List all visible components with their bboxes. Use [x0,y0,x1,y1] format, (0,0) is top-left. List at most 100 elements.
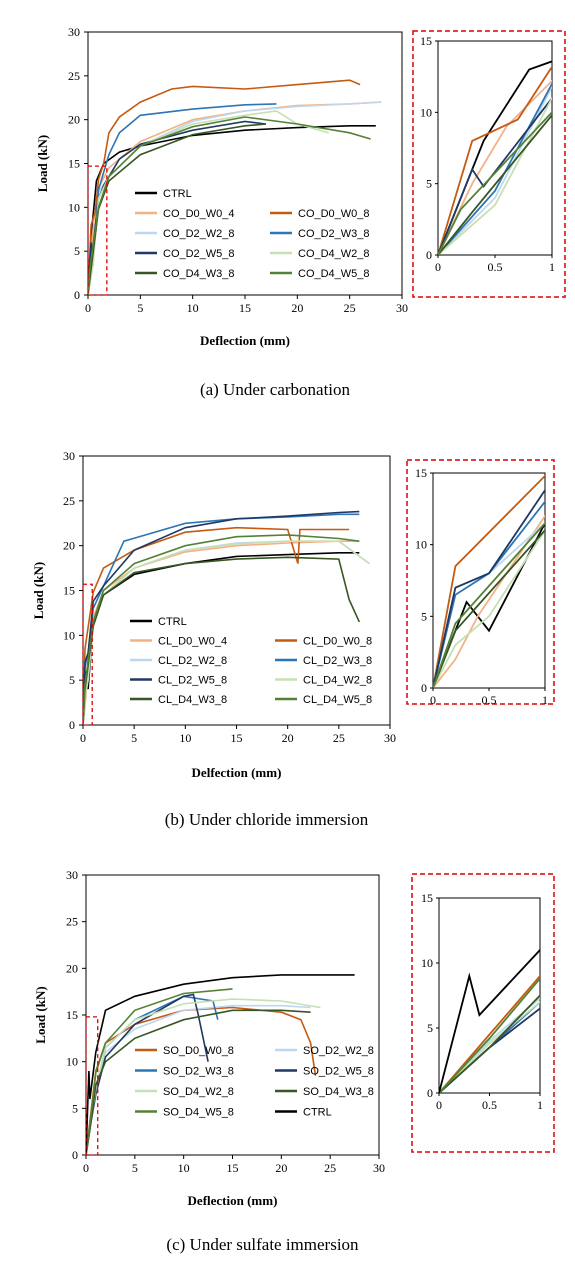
y-tick-label: 0 [74,288,80,302]
panel-caption: (b) Under chloride immersion [165,810,369,829]
series-line-CO_D0_W0_8 [88,79,361,295]
legend-label: SO_D4_W5_8 [163,1107,234,1119]
inset-x-tick-label: 0 [436,1098,442,1112]
inset-y-tick-label: 5 [426,177,432,191]
inset-x-tick-label: 0.5 [488,260,503,274]
inset-series-line-SO_D0_W0_8 [439,975,540,1093]
y-tick-label: 15 [66,1008,78,1022]
inset-series-line-CL_D0_W0_8 [433,474,545,688]
inset-series-line-CL_D4_W3_8 [433,529,545,688]
legend-label: CTRL [303,1107,332,1119]
inset-series-line-CL_D2_W5_8 [433,489,545,688]
x-tick-label: 30 [373,1161,385,1175]
y-tick-label: 10 [63,628,75,642]
zoom-region [87,165,108,296]
inset-series-line-CL_D0_W0_4 [433,515,545,688]
y-axis-label: Load (kN) [31,562,46,619]
legend-label: SO_D4_W2_8 [163,1086,234,1098]
panel-caption: (a) Under carbonation [200,380,351,399]
series-line-SO_D4_W3_8 [86,1009,311,1155]
inset-series-line-CL_D2_W3_8 [433,500,545,688]
inset-series-line-CO_D2_W3_8 [438,82,552,255]
series-line-SO_D4_W5_8 [86,988,233,1155]
inset-series-line-CTRL [433,522,545,688]
x-axis-label: Deflection (mm) [200,333,290,348]
inset-y-tick-label: 0 [426,248,432,262]
y-tick-label: 15 [63,584,75,598]
inset-x-tick-label: 1 [549,260,555,274]
inset-x-tick-label: 0.5 [482,693,497,707]
y-tick-label: 25 [68,69,80,83]
x-tick-label: 15 [239,301,251,315]
y-tick-label: 5 [74,244,80,258]
y-tick-label: 0 [72,1148,78,1162]
inset-series-line-CL_D4_W2_8 [433,529,545,688]
inset-x-tick-label: 0 [435,260,441,274]
y-tick-label: 0 [69,718,75,732]
x-tick-label: 15 [231,731,243,745]
y-tick-label: 5 [69,673,75,687]
inset-border [406,459,555,705]
legend-label: SO_D4_W3_8 [303,1086,374,1098]
series-line-CL_D4_W5_8 [83,534,360,725]
x-tick-label: 5 [137,301,143,315]
legend-label: CO_D4_W2_8 [298,248,370,260]
y-tick-label: 25 [63,494,75,508]
inset-series-line-SO_D2_W2_8 [439,997,540,1093]
inset-y-tick-label: 10 [415,538,427,552]
y-tick-label: 5 [72,1101,78,1115]
x-tick-label: 20 [275,1161,287,1175]
x-tick-label: 15 [227,1161,239,1175]
inset-series-line-CTRL [438,60,552,255]
series-line-CO_D2_W5_8 [88,120,266,295]
inset-series-line-CTRL [439,948,540,1093]
legend-label: CL_D4_W5_8 [303,694,372,706]
legend-label: CTRL [158,616,187,628]
inset-y-tick-label: 5 [427,1021,433,1035]
inset-series-line-SO_D2_W5_8 [439,1007,540,1093]
inset-series-line-CO_D4_W3_8 [438,114,552,255]
x-axis-label: Delfection (mm) [192,765,282,780]
inset-series-line-CO_D0_W0_8 [438,65,552,255]
series-line-CTRL [86,974,355,1155]
y-axis-label: Load (kN) [35,135,50,192]
inset-y-tick-label: 0 [427,1086,433,1100]
y-tick-label: 20 [63,539,75,553]
legend-label: SO_D2_W5_8 [303,1066,374,1078]
inset-series-line-CO_D4_W2_8 [438,97,552,255]
legend-label: CL_D0_W0_8 [303,636,372,648]
y-tick-label: 30 [68,25,80,39]
inset-series-line-CL_D4_W5_8 [433,522,545,688]
legend-label: CO_D4_W3_8 [163,268,235,280]
legend-label: CL_D2_W3_8 [303,655,372,667]
inset-y-tick-label: 15 [420,34,432,48]
inset-y-tick-label: 5 [421,609,427,623]
inset-border [412,30,566,298]
series-line-CL_D2_W5_8 [83,510,360,725]
legend-label: CO_D4_W5_8 [298,268,370,280]
legend-label: CO_D0_W0_8 [298,208,370,220]
x-tick-label: 30 [384,731,396,745]
inset-series-line-SO_D4_W3_8 [439,994,540,1093]
legend-label: SO_D0_W0_8 [163,1045,234,1057]
inset-y-tick-label: 0 [421,681,427,695]
series-line-CL_D4_W2_8 [83,540,370,725]
inset-series-line-CO_D2_W5_8 [438,97,552,255]
x-tick-label: 25 [333,731,345,745]
legend-label: CL_D2_W5_8 [158,675,227,687]
series-line-CO_D4_W3_8 [88,123,266,295]
inset-x-tick-label: 1 [542,693,548,707]
x-tick-label: 5 [131,731,137,745]
inset-x-tick-label: 0.5 [482,1098,497,1112]
x-tick-label: 0 [85,301,91,315]
x-tick-label: 20 [282,731,294,745]
y-tick-label: 30 [66,868,78,882]
x-tick-label: 10 [178,1161,190,1175]
x-axis-label: Deflection (mm) [188,1193,278,1208]
inset-y-tick-label: 15 [421,891,433,905]
x-tick-label: 20 [291,301,303,315]
y-tick-label: 15 [68,157,80,171]
inset-border [411,873,555,1153]
